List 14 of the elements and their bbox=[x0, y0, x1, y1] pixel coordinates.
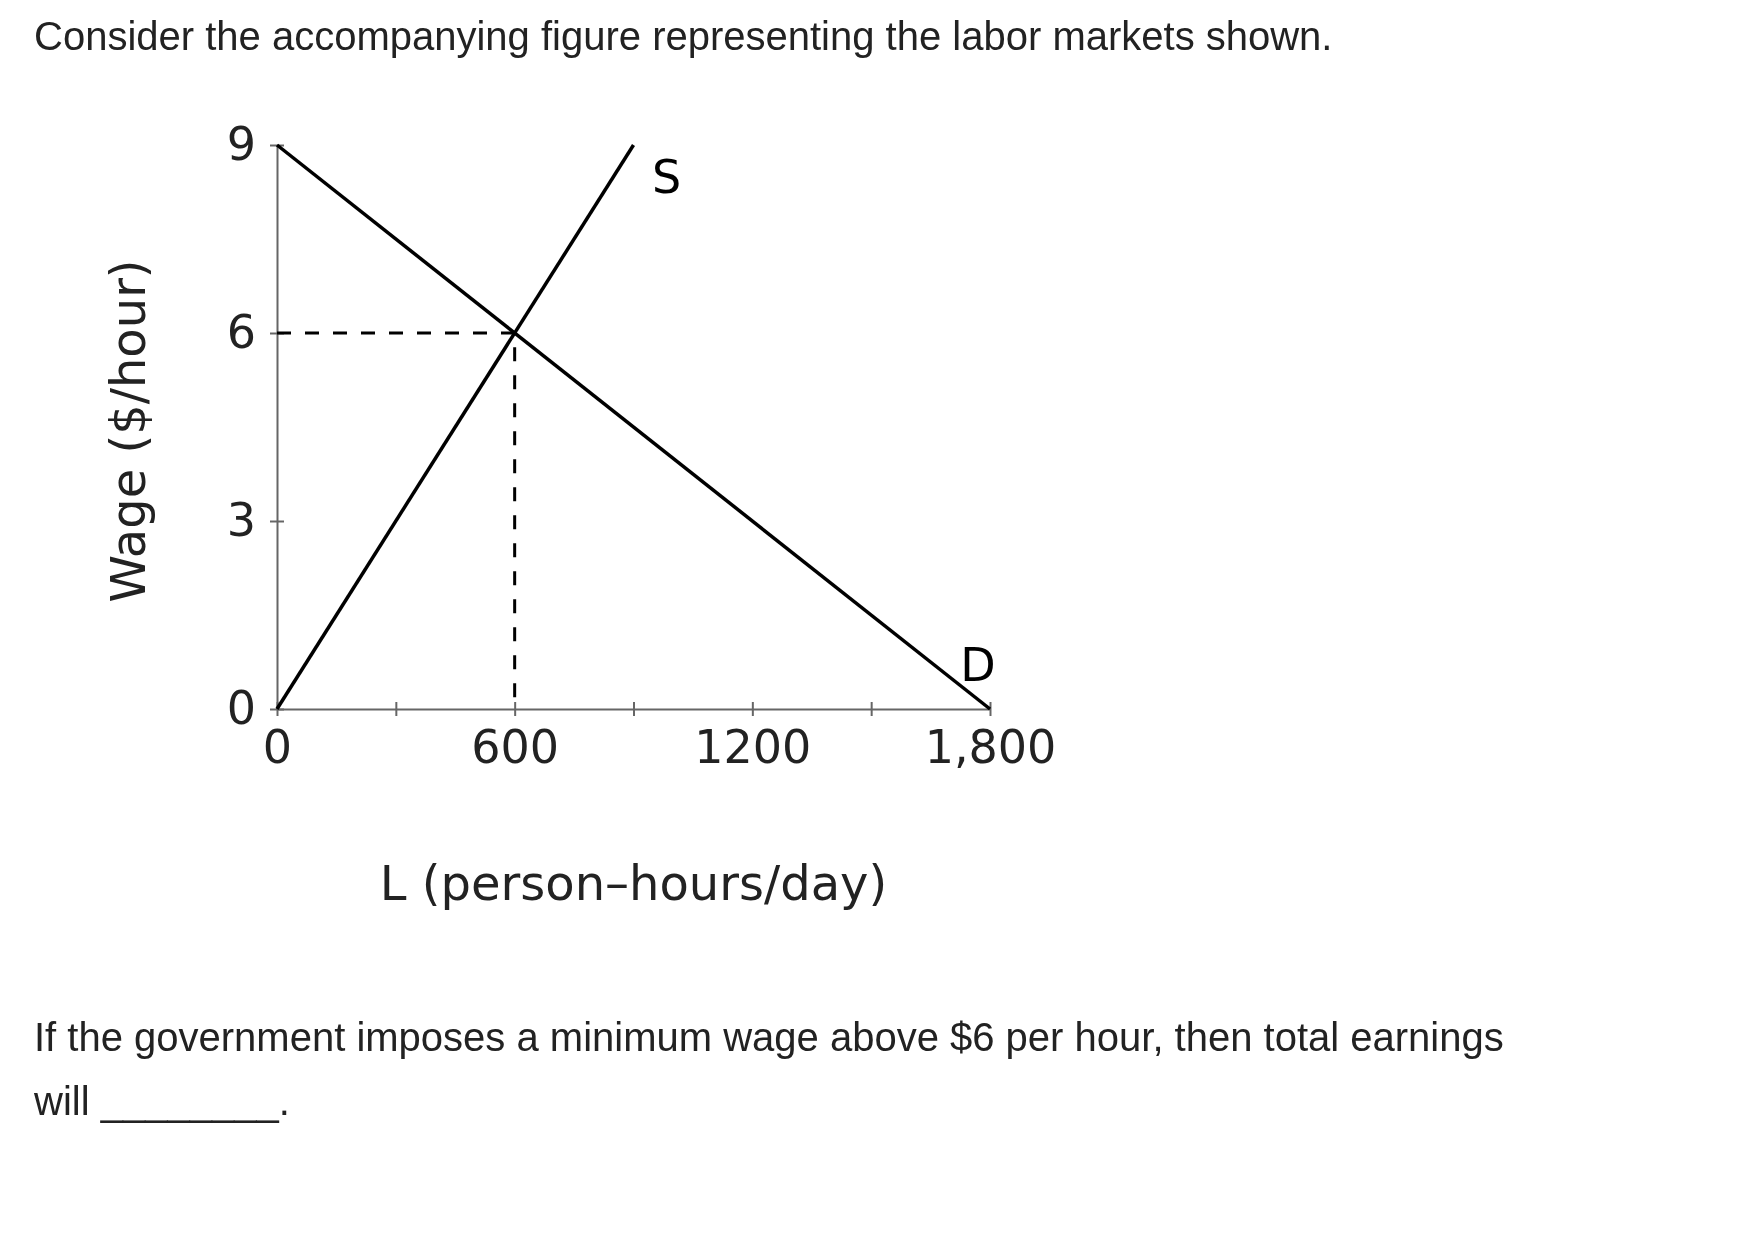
y-tick-label: 3 bbox=[226, 493, 256, 548]
y-tick-label: 0 bbox=[226, 681, 256, 736]
text: If the government imposes a minimum wage above $6 per hour, then total earnings will ________. bbox=[34, 1014, 1505, 1125]
y-tick-label: 9 bbox=[226, 117, 256, 172]
series-label: S bbox=[651, 150, 682, 204]
series-label: D bbox=[960, 638, 996, 692]
chart-title: Consider the accompanying figure representing the labor markets shown. bbox=[34, 14, 1333, 59]
x-tick-label: 1,800 bbox=[924, 719, 1057, 774]
x-axis-title: L (person–hours/day) bbox=[379, 855, 888, 911]
x-tick-label: 600 bbox=[471, 719, 560, 774]
x-tick-label: 1200 bbox=[694, 719, 812, 774]
y-tick-label: 6 bbox=[226, 305, 256, 360]
x-tick-label: 0 bbox=[262, 719, 293, 774]
y-axis-title: Wage ($/hour) bbox=[100, 259, 156, 603]
